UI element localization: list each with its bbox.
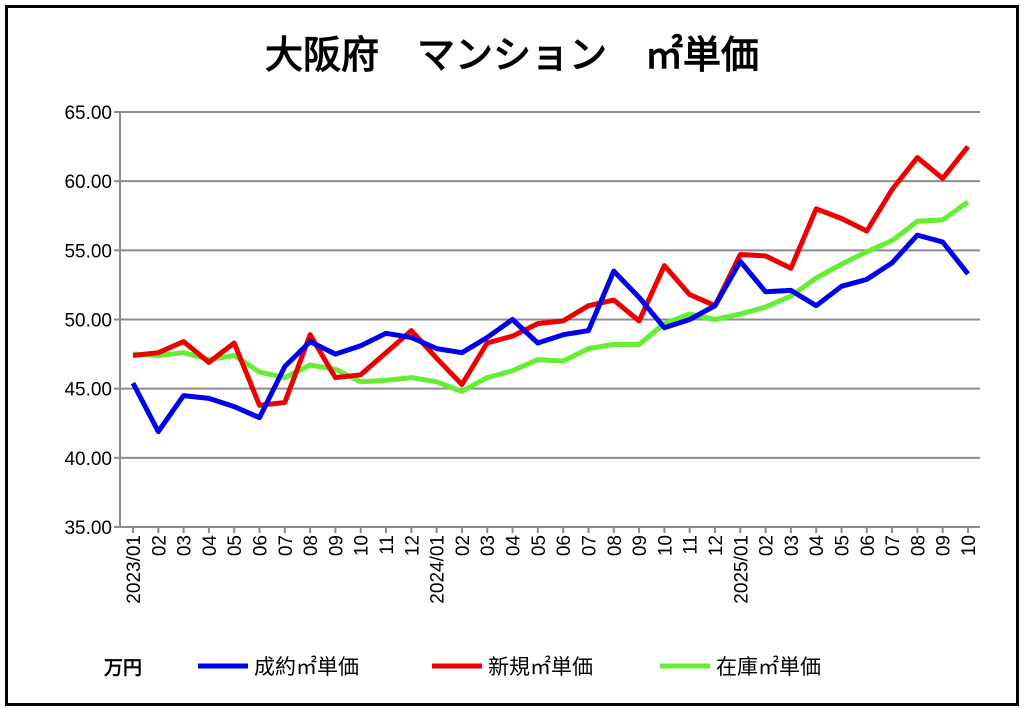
chart-title: 大阪府 マンション ㎡単価 — [265, 33, 759, 77]
x-tick-label: 03 — [782, 535, 803, 556]
y-tick-label: 35.00 — [64, 518, 112, 539]
x-tick-label: 10 — [655, 535, 676, 556]
legend-item: 新規㎡単価 — [432, 655, 593, 679]
series-line — [130, 232, 970, 435]
x-tick-label: 05 — [529, 535, 550, 556]
x-tick-label: 09 — [630, 535, 651, 556]
x-tick-label: 07 — [883, 535, 904, 556]
x-tick-label: 08 — [301, 535, 322, 556]
y-tick-label: 40.00 — [64, 449, 112, 470]
series-line — [132, 145, 970, 408]
unit-label: 万円 — [103, 657, 142, 679]
legend-label: 在庫㎡単価 — [716, 655, 821, 679]
x-tick-label: 11 — [377, 535, 398, 555]
y-tick-label: 60.00 — [64, 172, 112, 193]
legend-item: 在庫㎡単価 — [660, 655, 821, 679]
x-tick-label: 04 — [504, 535, 525, 557]
y-tick-label: 55.00 — [64, 241, 112, 262]
x-tick-label: 08 — [908, 535, 929, 556]
x-tick-label: 2023/01 — [124, 535, 145, 604]
x-tick-label: 07 — [579, 535, 600, 556]
x-tick-label: 12 — [402, 535, 423, 556]
x-tick-label: 10 — [352, 535, 373, 556]
x-tick-label: 08 — [605, 535, 626, 556]
x-tick-label: 04 — [200, 535, 221, 557]
y-tick-label: 50.00 — [64, 311, 112, 332]
x-tick-label: 2025/01 — [731, 535, 752, 604]
x-tick-label: 02 — [453, 535, 474, 556]
legend-label: 新規㎡単価 — [488, 655, 593, 679]
y-tick-label: 45.00 — [64, 380, 112, 401]
y-axis-ticks: 35.00 40.00 45.00 50.00 55.00 60.00 65.00 — [64, 103, 112, 539]
gridlines — [114, 111, 980, 533]
x-tick-label: 02 — [757, 535, 778, 556]
legend: 成約㎡単価 新規㎡単価 在庫㎡単価 — [198, 655, 821, 679]
x-tick-label: 05 — [832, 535, 853, 556]
x-tick-label: 10 — [959, 535, 980, 556]
y-tick-label: 65.00 — [64, 103, 112, 124]
series-lines — [130, 145, 970, 435]
x-tick-label: 12 — [706, 535, 727, 556]
legend-item: 成約㎡単価 — [198, 655, 359, 679]
x-tick-label: 09 — [934, 535, 955, 556]
legend-label: 成約㎡単価 — [254, 655, 359, 679]
x-tick-label: 06 — [858, 535, 879, 556]
x-tick-label: 09 — [326, 535, 347, 556]
series-line — [132, 199, 970, 394]
x-axis-ticks: 2023/01 02 03 04 05 06 07 08 09 10 11 12 2024/01 02 03… — [124, 535, 980, 604]
x-tick-label: 11 — [681, 535, 702, 555]
x-tick-label: 05 — [225, 535, 246, 556]
x-tick-label: 02 — [149, 535, 170, 556]
x-tick-label: 2024/01 — [428, 535, 449, 604]
x-tick-label: 04 — [807, 535, 828, 557]
x-tick-label: 03 — [175, 535, 196, 556]
chart-frame — [5, 5, 1019, 706]
x-tick-label: 06 — [554, 535, 575, 556]
x-tick-label: 06 — [251, 535, 272, 556]
x-tick-label: 03 — [478, 535, 499, 556]
x-tick-label: 07 — [276, 535, 297, 556]
